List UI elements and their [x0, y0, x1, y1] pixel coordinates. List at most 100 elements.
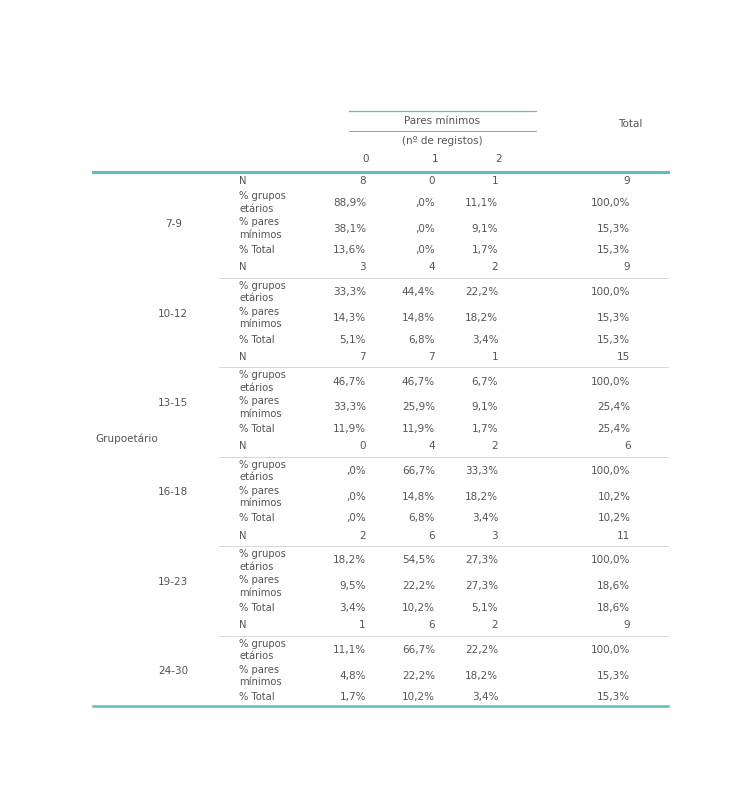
Text: Grupoetário: Grupoetário [96, 434, 158, 444]
Text: 66,7%: 66,7% [401, 466, 435, 476]
Text: 18,2%: 18,2% [332, 555, 366, 566]
Text: 66,7%: 66,7% [401, 645, 435, 655]
Text: 18,2%: 18,2% [465, 492, 498, 502]
Text: 0: 0 [359, 442, 366, 451]
Text: 100,0%: 100,0% [591, 287, 631, 297]
Text: % pares
mínimos: % pares mínimos [240, 307, 282, 330]
Text: % grupos
etários: % grupos etários [240, 191, 286, 214]
Text: 14,3%: 14,3% [332, 313, 366, 323]
Text: % pares
mínimos: % pares mínimos [240, 665, 282, 687]
Text: 1,7%: 1,7% [472, 245, 498, 255]
Text: 4: 4 [428, 262, 435, 273]
Text: 18,2%: 18,2% [465, 671, 498, 681]
Text: 6,8%: 6,8% [408, 514, 435, 523]
Text: 3,4%: 3,4% [472, 334, 498, 345]
Text: N: N [240, 620, 247, 630]
Text: 2: 2 [491, 262, 498, 273]
Text: % Total: % Total [240, 245, 275, 255]
Text: 15,3%: 15,3% [597, 313, 631, 323]
Text: 44,4%: 44,4% [401, 287, 435, 297]
Text: % Total: % Total [240, 603, 275, 613]
Text: 10,2%: 10,2% [402, 603, 435, 613]
Text: % Total: % Total [240, 334, 275, 345]
Text: 22,2%: 22,2% [465, 645, 498, 655]
Text: 6: 6 [428, 531, 435, 541]
Text: 2: 2 [495, 154, 502, 164]
Text: 22,2%: 22,2% [401, 582, 435, 591]
Text: Pares mínimos: Pares mínimos [404, 116, 480, 126]
Text: % Total: % Total [240, 514, 275, 523]
Text: 11: 11 [617, 531, 631, 541]
Text: 6: 6 [428, 620, 435, 630]
Text: 10,2%: 10,2% [597, 514, 631, 523]
Text: 14,8%: 14,8% [401, 313, 435, 323]
Text: 8: 8 [359, 176, 366, 186]
Text: 7-9: 7-9 [165, 219, 182, 229]
Text: 100,0%: 100,0% [591, 198, 631, 208]
Text: 15: 15 [617, 352, 631, 362]
Text: 9: 9 [624, 620, 631, 630]
Text: % pares
mínimos: % pares mínimos [240, 218, 282, 240]
Text: % grupos
etários: % grupos etários [240, 370, 286, 393]
Text: 3: 3 [359, 262, 366, 273]
Text: ,0%: ,0% [416, 223, 435, 234]
Text: 4,8%: 4,8% [339, 671, 366, 681]
Text: 1,7%: 1,7% [472, 424, 498, 434]
Text: 2: 2 [359, 531, 366, 541]
Text: 1,7%: 1,7% [339, 692, 366, 702]
Text: 33,3%: 33,3% [332, 402, 366, 413]
Text: 100,0%: 100,0% [591, 377, 631, 386]
Text: N: N [240, 442, 247, 451]
Text: 24-30: 24-30 [158, 666, 188, 676]
Text: 18,6%: 18,6% [597, 603, 631, 613]
Text: 25,4%: 25,4% [597, 424, 631, 434]
Text: 1: 1 [432, 154, 439, 164]
Text: 16-18: 16-18 [158, 487, 188, 498]
Text: % grupos
etários: % grupos etários [240, 638, 286, 661]
Text: 6,7%: 6,7% [472, 377, 498, 386]
Text: ,0%: ,0% [347, 466, 366, 476]
Text: 13-15: 13-15 [158, 398, 188, 408]
Text: 46,7%: 46,7% [401, 377, 435, 386]
Text: 15,3%: 15,3% [597, 223, 631, 234]
Text: 13,6%: 13,6% [332, 245, 366, 255]
Text: 100,0%: 100,0% [591, 555, 631, 566]
Text: 10-12: 10-12 [158, 309, 188, 318]
Text: 22,2%: 22,2% [465, 287, 498, 297]
Text: 9,1%: 9,1% [472, 402, 498, 413]
Text: 27,3%: 27,3% [465, 555, 498, 566]
Text: 6: 6 [624, 442, 631, 451]
Text: 15,3%: 15,3% [597, 245, 631, 255]
Text: 25,9%: 25,9% [401, 402, 435, 413]
Text: 3,4%: 3,4% [339, 603, 366, 613]
Text: N: N [240, 176, 247, 186]
Text: 11,9%: 11,9% [401, 424, 435, 434]
Text: % pares
mínimos: % pares mínimos [240, 486, 282, 508]
Text: 6,8%: 6,8% [408, 334, 435, 345]
Text: 14,8%: 14,8% [401, 492, 435, 502]
Text: 2: 2 [491, 620, 498, 630]
Text: % Total: % Total [240, 692, 275, 702]
Text: ,0%: ,0% [416, 245, 435, 255]
Text: 9: 9 [624, 176, 631, 186]
Text: % pares
mínimos: % pares mínimos [240, 575, 282, 598]
Text: 10,2%: 10,2% [597, 492, 631, 502]
Text: 38,1%: 38,1% [332, 223, 366, 234]
Text: 33,3%: 33,3% [332, 287, 366, 297]
Text: 18,2%: 18,2% [465, 313, 498, 323]
Text: N: N [240, 531, 247, 541]
Text: (nº de registos): (nº de registos) [401, 136, 482, 146]
Text: 19-23: 19-23 [158, 577, 188, 587]
Text: ,0%: ,0% [416, 198, 435, 208]
Text: ,0%: ,0% [347, 514, 366, 523]
Text: 5,1%: 5,1% [472, 603, 498, 613]
Text: 27,3%: 27,3% [465, 582, 498, 591]
Text: % Total: % Total [240, 424, 275, 434]
Text: Total: Total [618, 119, 643, 130]
Text: 25,4%: 25,4% [597, 402, 631, 413]
Text: 9,5%: 9,5% [339, 582, 366, 591]
Text: 7: 7 [428, 352, 435, 362]
Text: 46,7%: 46,7% [332, 377, 366, 386]
Text: 3,4%: 3,4% [472, 692, 498, 702]
Text: 11,1%: 11,1% [332, 645, 366, 655]
